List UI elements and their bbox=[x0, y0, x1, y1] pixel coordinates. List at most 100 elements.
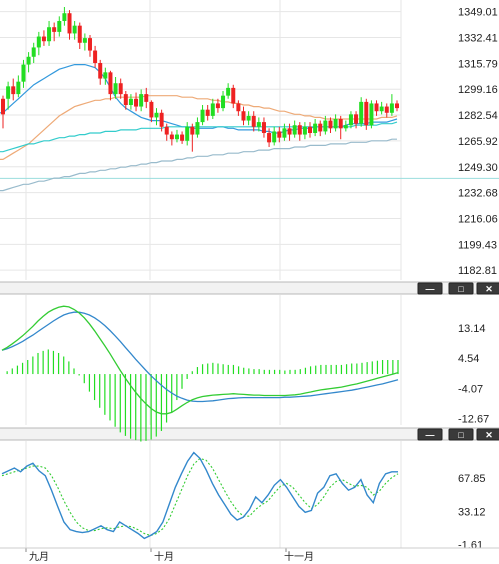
candle bbox=[272, 126, 277, 146]
candle bbox=[185, 122, 190, 146]
candle bbox=[277, 126, 282, 143]
window-button-bg[interactable] bbox=[476, 428, 499, 441]
candle-body bbox=[287, 128, 292, 135]
candle-body bbox=[292, 125, 297, 135]
window-button-bg[interactable] bbox=[448, 282, 474, 295]
candle bbox=[221, 91, 226, 112]
candle-body bbox=[313, 123, 318, 133]
x-axis-label: 十月 bbox=[154, 550, 174, 563]
candle-body bbox=[379, 106, 384, 112]
minimize-icon: — bbox=[426, 430, 435, 440]
panel-kd-maximize-button[interactable]: □ bbox=[448, 428, 474, 441]
candle-body bbox=[11, 86, 16, 95]
window-button-bg[interactable] bbox=[476, 282, 499, 295]
candle-body bbox=[267, 133, 272, 143]
candle-body bbox=[190, 126, 195, 135]
candle-body bbox=[47, 27, 52, 42]
candle bbox=[318, 120, 323, 137]
candle-body bbox=[26, 56, 31, 65]
candle bbox=[87, 35, 92, 57]
candle-body bbox=[98, 63, 103, 79]
macd-dea-line bbox=[1, 311, 399, 403]
macd-dif-line bbox=[1, 305, 399, 415]
candle bbox=[379, 101, 384, 115]
candle bbox=[354, 111, 359, 129]
candle-body bbox=[36, 36, 41, 48]
candle-body bbox=[67, 13, 72, 34]
candle bbox=[210, 98, 215, 119]
macd-y-tick-label: 13.14 bbox=[458, 323, 486, 335]
candle bbox=[195, 117, 200, 138]
candle-body bbox=[185, 126, 190, 141]
maximize-icon: □ bbox=[458, 284, 464, 294]
candle-body bbox=[31, 47, 36, 57]
panel-kd-close-button[interactable]: ✕ bbox=[476, 428, 499, 441]
candle bbox=[1, 95, 5, 129]
candle-body bbox=[21, 64, 26, 82]
candle bbox=[364, 98, 369, 130]
candle bbox=[82, 33, 87, 51]
candle-body bbox=[302, 126, 307, 135]
candle-body bbox=[123, 94, 128, 105]
candle bbox=[261, 117, 266, 138]
candle-body bbox=[272, 131, 277, 143]
price-y-tick-label: 1349.01 bbox=[458, 7, 498, 19]
kd-d-line bbox=[1, 457, 399, 537]
panel-kd-minimize-button[interactable]: — bbox=[417, 428, 443, 441]
candle-body bbox=[333, 119, 338, 129]
candle-body bbox=[246, 115, 251, 121]
candle-body bbox=[134, 98, 139, 107]
candle bbox=[67, 10, 72, 40]
candle bbox=[16, 75, 21, 98]
price-y-tick-label: 1216.06 bbox=[458, 213, 498, 225]
macd-y-tick-label: -4.07 bbox=[458, 383, 483, 395]
candle bbox=[103, 67, 108, 85]
price-y-tick-label: 1199.43 bbox=[458, 239, 497, 251]
candle-body bbox=[154, 112, 159, 118]
candle bbox=[134, 92, 139, 112]
candle-body bbox=[338, 119, 343, 129]
candle bbox=[282, 123, 287, 141]
candle bbox=[287, 123, 292, 141]
candle bbox=[123, 91, 128, 110]
candle bbox=[226, 83, 231, 99]
candle-body bbox=[16, 81, 21, 95]
candle-body bbox=[1, 98, 5, 115]
candle-body bbox=[108, 72, 113, 95]
minimize-icon: — bbox=[426, 284, 435, 294]
panel-macd-minimize-button[interactable]: — bbox=[417, 282, 443, 295]
window-button-bg[interactable] bbox=[448, 428, 474, 441]
candle-body bbox=[93, 50, 98, 63]
macd-y-tick-label: -12.67 bbox=[458, 414, 489, 426]
window-button-bg[interactable] bbox=[417, 282, 443, 295]
candle bbox=[93, 45, 98, 68]
candle bbox=[144, 87, 149, 109]
candle bbox=[128, 94, 133, 110]
candle bbox=[215, 98, 220, 113]
candle-body bbox=[364, 101, 369, 126]
candle-body bbox=[256, 122, 261, 127]
price-y-tick-label: 1332.41 bbox=[458, 32, 498, 44]
price-y-tick-label: 1249.30 bbox=[458, 162, 498, 174]
candle-body bbox=[164, 126, 169, 135]
maximize-icon: □ bbox=[458, 430, 464, 440]
panel-macd-close-button[interactable]: ✕ bbox=[476, 282, 499, 295]
candle-body bbox=[41, 36, 46, 42]
window-button-bg[interactable] bbox=[417, 428, 443, 441]
candle bbox=[154, 108, 159, 126]
candle-body bbox=[210, 103, 215, 116]
candle-body bbox=[221, 95, 226, 109]
price-y-tick-label: 1315.79 bbox=[458, 58, 498, 70]
candle-body bbox=[6, 86, 11, 99]
panel-macd-maximize-button[interactable]: □ bbox=[448, 282, 474, 295]
candle bbox=[11, 78, 16, 101]
candle-body bbox=[328, 120, 333, 129]
panel-separator-macd bbox=[0, 282, 499, 294]
candle bbox=[395, 100, 399, 112]
candle-body bbox=[282, 128, 287, 138]
candle-body bbox=[72, 25, 77, 34]
candle-body bbox=[354, 114, 359, 124]
candle bbox=[62, 7, 67, 26]
candle-body bbox=[261, 122, 266, 133]
candle-body bbox=[169, 134, 174, 140]
